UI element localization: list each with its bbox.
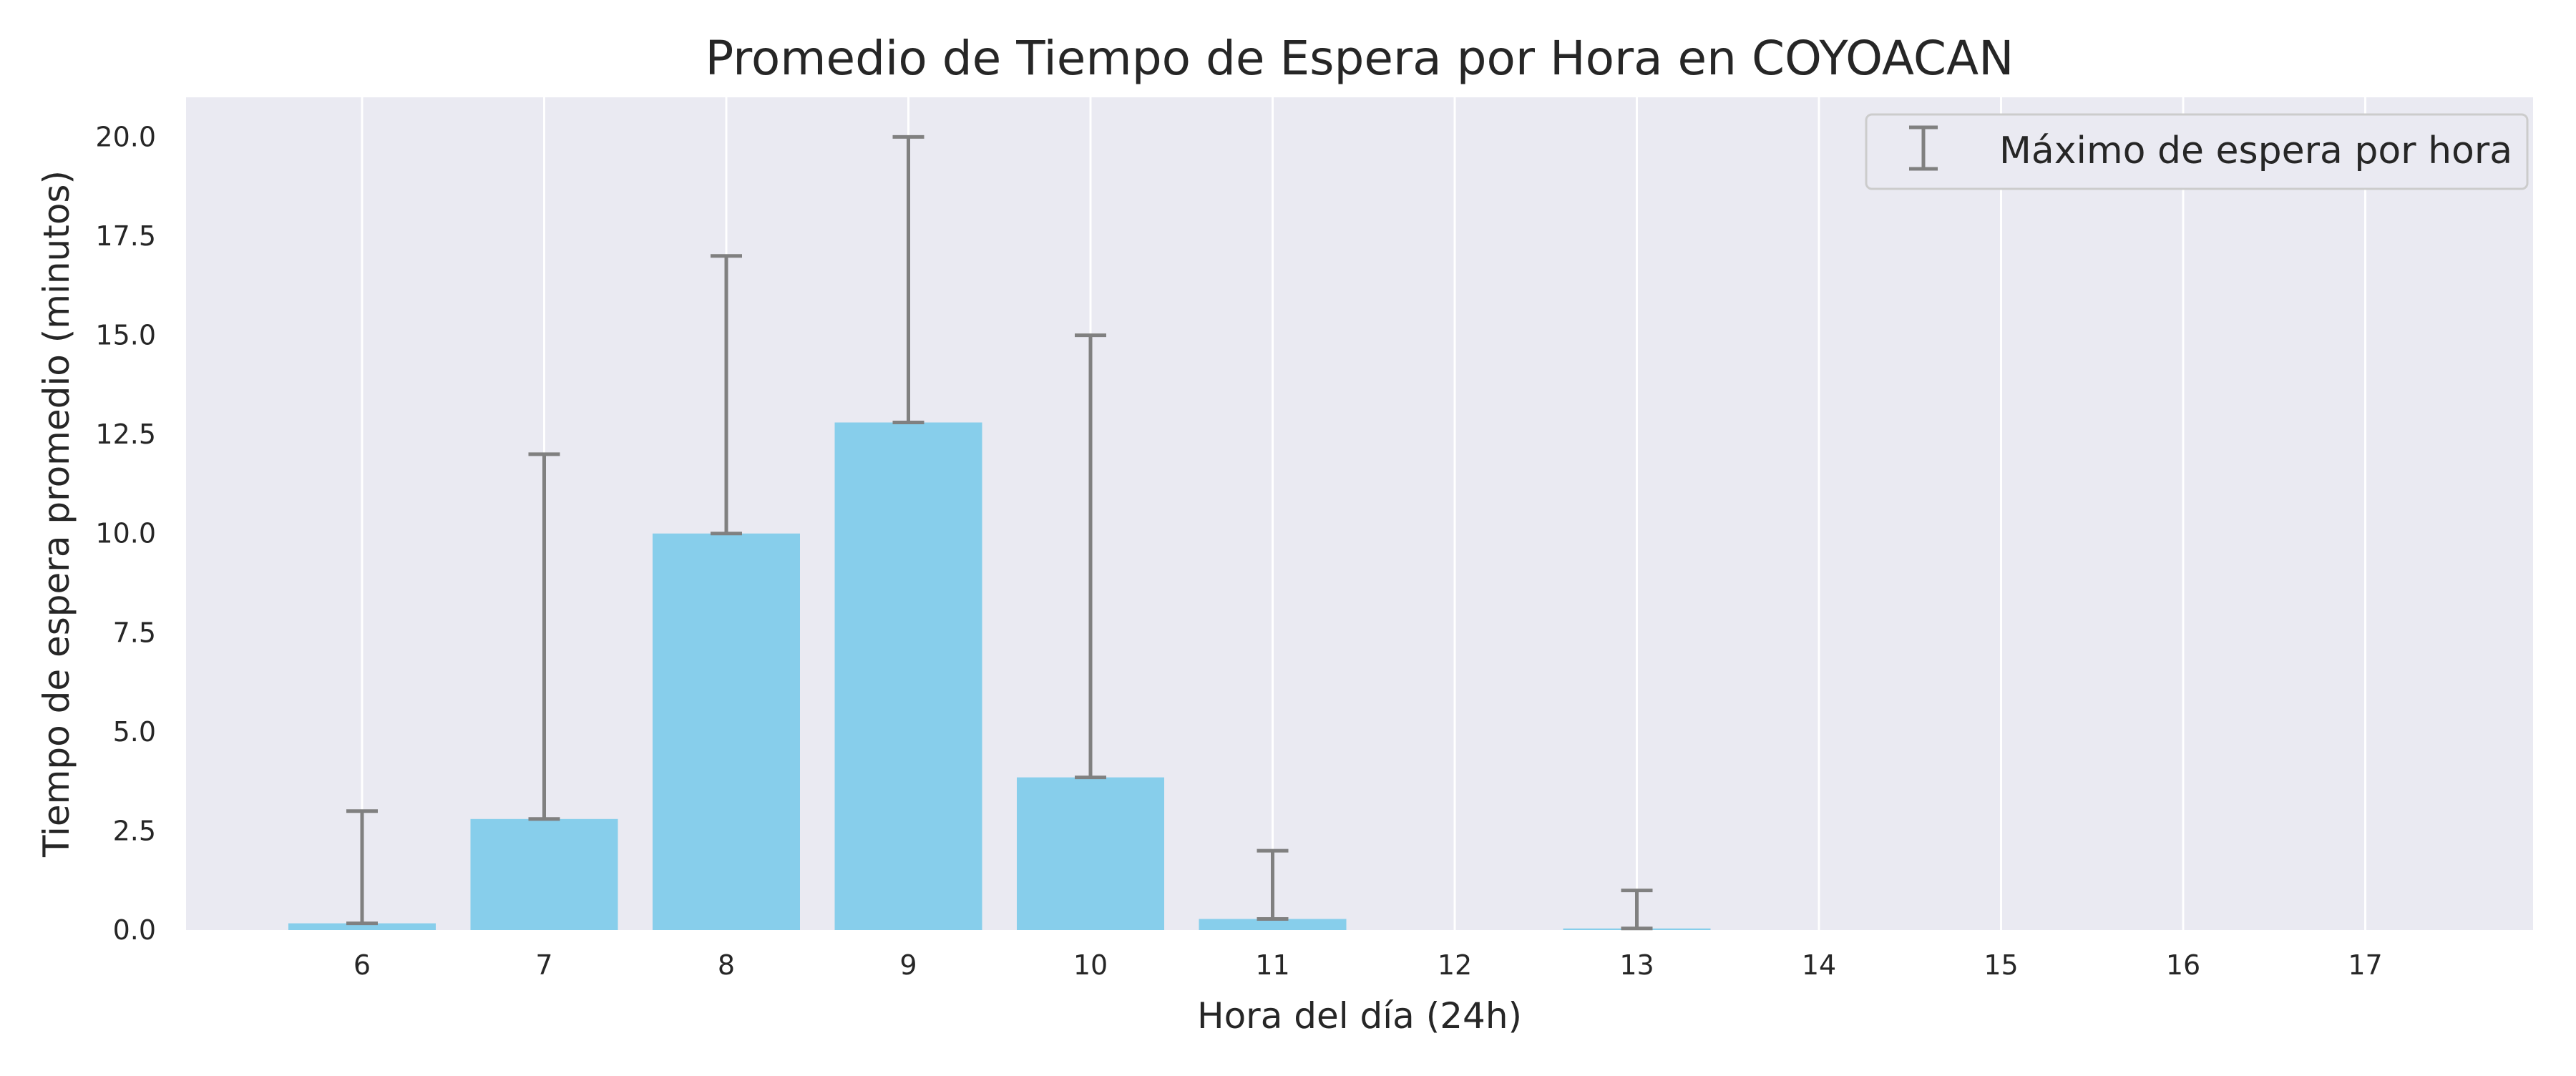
x-tick-label: 17 [2348,949,2382,981]
bar-9 [834,422,982,930]
bar-8 [653,533,800,930]
error-bar-7 [528,452,560,821]
legend-errorbar-icon [1909,125,1938,171]
y-tick-label: 20.0 [95,121,156,152]
x-tick-label: 16 [2166,949,2200,981]
error-bar-8 [711,254,742,536]
bars [288,422,1711,930]
legend: Máximo de espera por hora [1865,113,2529,190]
error-bar-11 [1257,848,1289,921]
y-axis-label: Tiempo de espera promedio (minutos) [36,170,77,858]
y-tick-label: 7.5 [113,617,156,648]
legend-box [1865,113,2529,190]
y-tick-label: 12.5 [95,419,156,450]
error-bar-13 [1621,889,1653,931]
bar-11 [1199,919,1347,930]
error-bar-6 [346,809,378,926]
y-tick-label: 17.5 [95,220,156,252]
y-tick-label: 2.5 [113,815,156,846]
x-tick-label: 13 [1619,949,1654,981]
chart-title: Promedio de Tiempo de Espera por Hora en… [706,31,2014,86]
error-bar-10 [1075,333,1106,780]
x-tick-label: 15 [1984,949,2018,981]
x-tick-label: 8 [718,949,735,981]
bar-6 [288,923,436,930]
x-tick-label: 6 [353,949,371,981]
x-tick-labels: 6 7 8 9 10 11 12 13 14 15 16 17 [353,949,2383,981]
y-tick-labels: 0.0 2.5 5.0 7.5 10.0 12.5 15.0 17.5 20.0 [95,121,156,946]
x-tick-label: 14 [1802,949,1836,981]
x-tick-label: 10 [1073,949,1108,981]
y-tick-label: 15.0 [95,320,156,351]
x-tick-label: 7 [535,949,552,981]
bar-10 [1017,777,1164,930]
error-bars [346,134,1653,931]
x-tick-label: 12 [1438,949,1472,981]
bar-7 [470,818,618,930]
legend-label: Máximo de espera por hora [1999,129,2512,172]
y-tick-label: 10.0 [95,518,156,549]
plot-area [186,97,2533,930]
y-tick-label: 0.0 [113,914,156,946]
x-tick-label: 11 [1255,949,1289,981]
x-tick-label: 9 [899,949,917,981]
error-bar-9 [892,134,924,425]
x-axis-label: Hora del día (24h) [1197,995,1522,1037]
y-tick-label: 5.0 [113,716,156,748]
